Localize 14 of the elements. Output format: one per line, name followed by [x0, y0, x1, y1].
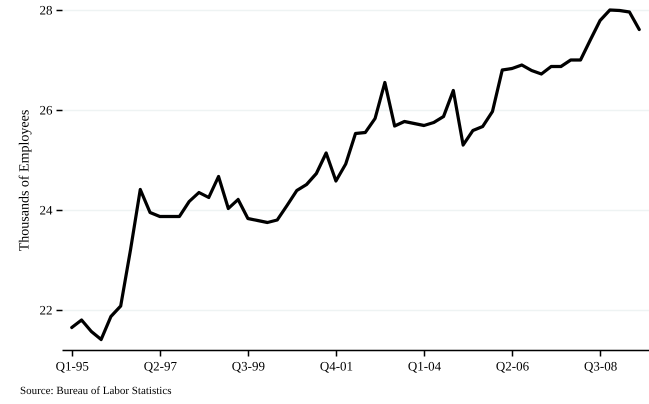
y-axis-title: Thousands of Employees — [18, 110, 32, 252]
x-tick-label: Q3-08 — [584, 358, 618, 374]
x-tick-label: Q4-01 — [320, 358, 354, 374]
y-tick-label: 28 — [40, 2, 52, 18]
y-tick-label: 26 — [40, 102, 53, 118]
y-tick-label: 24 — [40, 202, 53, 218]
x-tick-label: Q2-97 — [144, 358, 178, 374]
line-series — [70, 8, 641, 342]
x-tick-label: Q1-95 — [56, 358, 89, 374]
x-tick-label: Q2-06 — [496, 358, 530, 374]
x-tick-label: Q3-99 — [232, 358, 265, 374]
x-tick-label: Q1-04 — [408, 358, 442, 374]
y-tick-label: 22 — [40, 302, 52, 318]
source-note: Source: Bureau of Labor Statistics — [20, 385, 172, 397]
